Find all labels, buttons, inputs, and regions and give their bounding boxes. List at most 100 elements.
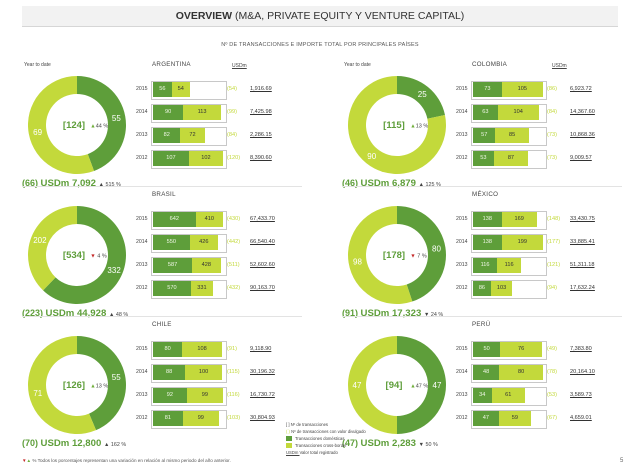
country-panel: PERÚ 47 47 [94] ▲ 47 % 2015 50 76 (49) 7,383.80 201…	[342, 318, 634, 449]
year-label: 2013	[456, 132, 468, 138]
bar-crossborder: 85	[495, 128, 529, 143]
panel-separator	[22, 316, 302, 317]
year-label: 2015	[136, 346, 148, 352]
bar-crossborder: 410	[195, 212, 223, 227]
bar-domestic: 570	[153, 281, 191, 296]
donut-label-crossborder: 98	[353, 257, 362, 266]
deal-count: (54)	[227, 86, 237, 92]
year-label: 2014	[136, 369, 148, 375]
deal-amount: 33,885.41	[570, 239, 595, 245]
donut-slice-crossborder	[348, 336, 397, 434]
summary-count: (91)	[342, 308, 361, 318]
bar-crossborder: 72	[180, 128, 205, 143]
bar-domestic: 53	[473, 151, 494, 166]
page-subtitle: Nº DE TRANSACCIONES E IMPORTE TOTAL POR …	[221, 42, 419, 48]
panel-separator	[22, 186, 302, 187]
bar-crossborder: 59	[498, 411, 531, 426]
arrow-up-icon: ▲	[108, 312, 115, 318]
year-label: 2014	[136, 109, 148, 115]
donut-change: 44 %	[96, 124, 109, 130]
bar-frame	[151, 341, 227, 360]
title-rest: (M&A, PRIVATE EQUITY Y VENTURE CAPITAL)	[232, 10, 465, 22]
deal-count: (49)	[547, 346, 557, 352]
bar-crossborder: 104	[497, 105, 539, 120]
summary-usd: USDm 2,283	[360, 438, 419, 449]
deal-count: (67)	[547, 415, 557, 421]
donut-total: [124]	[63, 120, 85, 131]
bar-domestic: 81	[153, 411, 183, 426]
legend-item: [ ] Nº de transacciones	[286, 421, 366, 428]
deal-count: (84)	[547, 109, 557, 115]
deal-count: (103)	[227, 415, 241, 421]
donut-total: [115]	[383, 120, 405, 131]
legend-label: Nº de transacciones con valor divulgado	[291, 429, 366, 434]
ytd-label: Year to date	[344, 62, 371, 68]
bar-frame	[151, 81, 227, 100]
deal-amount: 67,433.70	[250, 216, 275, 222]
legend-item: ( ) Nº de transacciones con valor divulg…	[286, 428, 366, 435]
deal-amount: 7,425.98	[250, 109, 272, 115]
arrow-down-icon: ▼	[423, 312, 430, 318]
donut-slice-domestic	[77, 336, 126, 431]
deal-count: (78)	[547, 369, 557, 375]
legend-swatch-domestic	[286, 436, 292, 442]
bar-crossborder: 100	[185, 365, 222, 380]
bar-frame	[151, 234, 227, 253]
deal-amount: 2,286.15	[250, 132, 272, 138]
deal-amount: 8,390.60	[250, 155, 272, 161]
summary-line: (66) USDm 7,092 ▲ 515 %	[22, 178, 121, 189]
donut-label-crossborder: 47	[353, 381, 362, 390]
bar-domestic: 63	[473, 105, 498, 120]
arrow-up-icon: ▲	[410, 124, 415, 130]
year-label: 2012	[136, 285, 148, 291]
deal-amount: 20,164.10	[570, 369, 595, 375]
bar-crossborder: 99	[186, 388, 223, 403]
year-label: 2012	[456, 155, 468, 161]
legend-item: Transacciones cross-border	[286, 442, 366, 449]
year-label: 2013	[136, 392, 148, 398]
bar-crossborder: 108	[182, 342, 222, 357]
bar-crossborder: 61	[491, 388, 525, 403]
country-panel: BRASIL 332 202 [534] ▼ 4 % 2015 642 410 (430) 67,4…	[22, 188, 314, 319]
bar-domestic: 642	[153, 212, 196, 227]
donut-chart: 332 202 [534] ▼ 4 %	[28, 206, 127, 304]
bar-crossborder: 428	[192, 258, 221, 273]
donut-slice-crossborder	[348, 206, 413, 304]
legend-paren-icon: ( )	[286, 429, 292, 434]
deal-amount: 4,659.01	[570, 415, 592, 421]
bar-frame	[471, 341, 547, 360]
donut-total: [126]	[63, 380, 85, 391]
bar-frame	[471, 280, 547, 299]
year-label: 2012	[456, 285, 468, 291]
country-name: PERÚ	[472, 321, 491, 328]
year-label: 2012	[456, 415, 468, 421]
bar-frame	[471, 257, 547, 276]
year-label: 2014	[456, 239, 468, 245]
bar-domestic: 57	[473, 128, 496, 143]
deal-count: (84)	[227, 132, 237, 138]
bar-domestic: 90	[153, 105, 184, 120]
bar-frame	[471, 234, 547, 253]
donut-slice-crossborder	[28, 206, 77, 291]
arrow-down-icon: ▼	[410, 254, 415, 260]
deal-count: (430)	[227, 216, 241, 222]
summary-line: (46) USDm 6,879 ▲ 125 %	[342, 178, 441, 189]
donut-slice-domestic	[43, 206, 127, 304]
country-name: ARGENTINA	[152, 61, 191, 68]
donut-chart: 55 71 [126] ▲ 13 %	[28, 336, 126, 434]
year-label: 2015	[456, 216, 468, 222]
donut-label-domestic: 47	[433, 381, 442, 390]
deal-amount: 1,916.69	[250, 86, 272, 92]
bar-crossborder: 116	[497, 258, 522, 273]
year-label: 2013	[136, 132, 148, 138]
bar-domestic: 116	[473, 258, 498, 273]
donut-change: 13 %	[96, 384, 109, 390]
summary-count: (66)	[22, 178, 41, 188]
donut-slice-domestic	[77, 76, 126, 171]
summary-usd: USDm 44,928	[45, 308, 109, 319]
bar-domestic: 34	[473, 388, 492, 403]
summary-pct: 48 %	[114, 312, 129, 318]
deal-count: (94)	[547, 285, 557, 291]
summary-line: (91) USDm 17,323 ▼ 24 %	[342, 308, 443, 319]
bar-domestic: 138	[473, 235, 502, 250]
